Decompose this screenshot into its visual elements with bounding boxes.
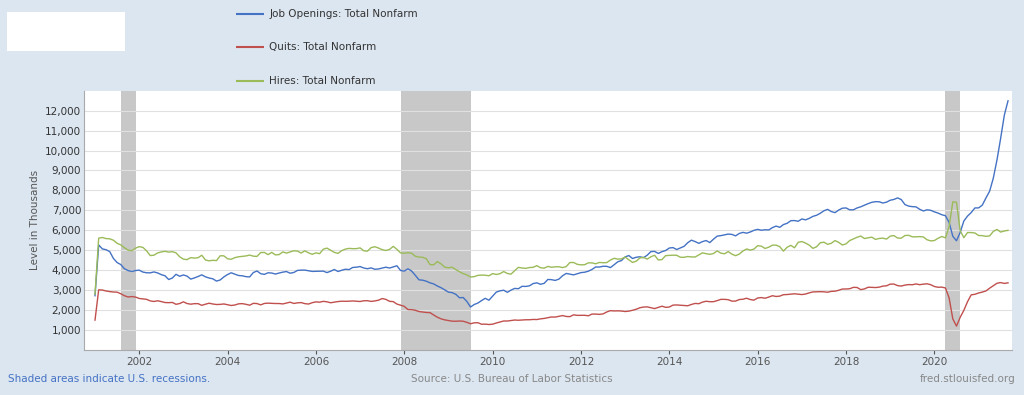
Text: FRED: FRED [11,20,73,40]
Y-axis label: Level in Thousands: Level in Thousands [30,170,40,270]
Bar [400,91,470,350]
Bar [945,91,961,350]
Bar [121,91,135,350]
Text: Job Openings: Total Nonfarm: Job Openings: Total Nonfarm [269,9,418,19]
Text: Hires: Total Nonfarm: Hires: Total Nonfarm [269,76,376,86]
Text: fred.stlouisfed.org: fred.stlouisfed.org [920,374,1016,384]
Text: Shaded areas indicate U.S. recessions.: Shaded areas indicate U.S. recessions. [8,374,211,384]
Text: Source: U.S. Bureau of Labor Statistics: Source: U.S. Bureau of Labor Statistics [412,374,612,384]
Text: Quits: Total Nonfarm: Quits: Total Nonfarm [269,42,377,53]
